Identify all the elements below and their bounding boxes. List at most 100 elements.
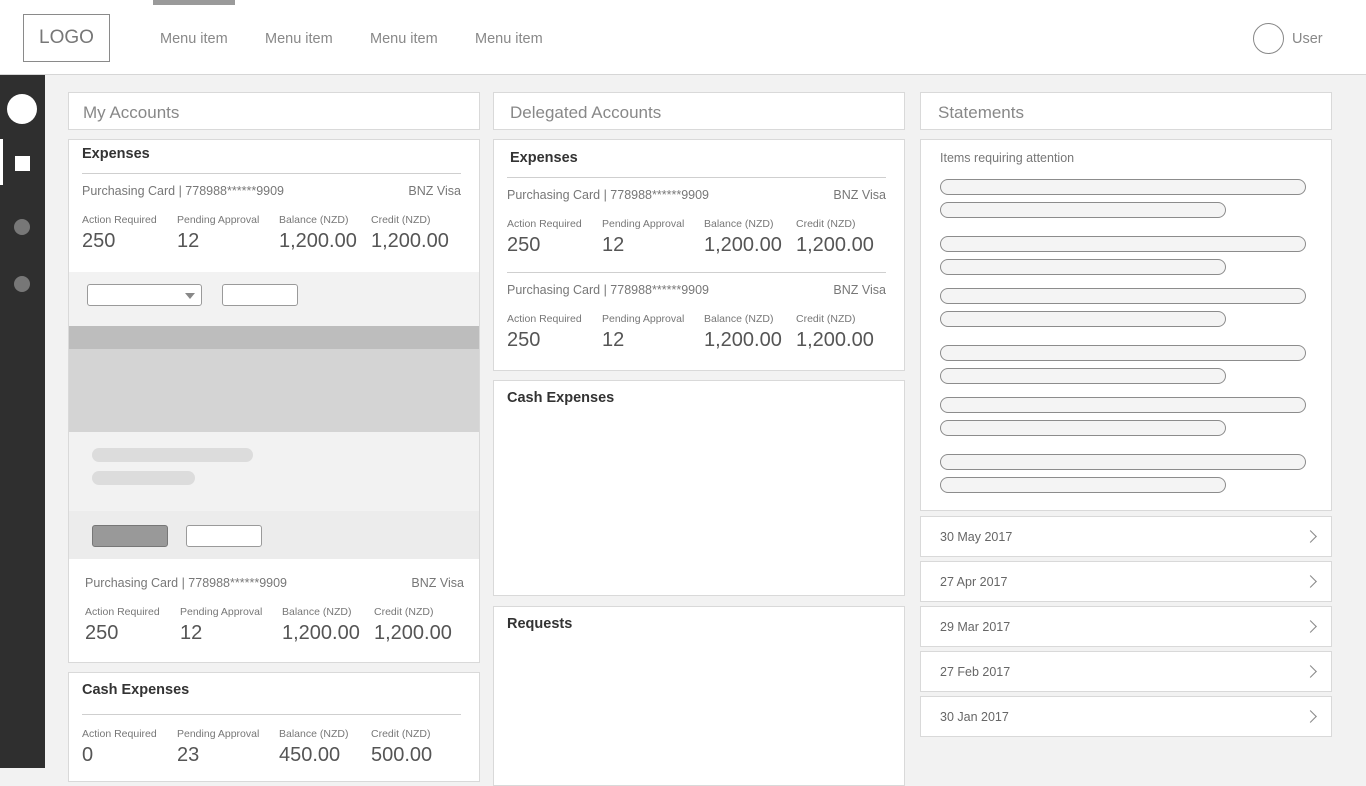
account-name: Purchasing Card | 778988******9909 <box>85 576 288 590</box>
stat-label: Balance (NZD) <box>704 313 774 325</box>
logo[interactable]: LOGO <box>23 14 110 62</box>
stat-label: Action Required <box>507 218 582 230</box>
chevron-right-icon <box>1304 575 1317 588</box>
statement-date: 29 Mar 2017 <box>940 620 1011 634</box>
my-accounts-title: My Accounts <box>83 103 180 122</box>
credit-value: 1,200.00 <box>796 234 874 256</box>
attention-item-line[interactable] <box>940 311 1226 327</box>
user-avatar-icon[interactable] <box>1253 23 1284 54</box>
chevron-down-icon <box>185 293 195 299</box>
divider <box>82 714 461 715</box>
balance-value: 450.00 <box>279 744 341 766</box>
statement-date: 30 Jan 2017 <box>940 710 1009 724</box>
my-accounts-header: My Accounts <box>68 92 480 130</box>
statement-row[interactable]: 30 May 2017 <box>920 516 1332 557</box>
statement-row[interactable]: 27 Apr 2017 <box>920 561 1332 602</box>
stat-label: Action Required <box>507 313 582 325</box>
stat-label: Credit (NZD) <box>796 313 856 325</box>
stat-label: Balance (NZD) <box>704 218 774 230</box>
balance-value: 1,200.00 <box>704 234 782 256</box>
rail-dot-icon[interactable] <box>14 219 30 235</box>
attention-item-line[interactable] <box>940 454 1306 470</box>
delegated-accounts-title: Delegated Accounts <box>510 103 662 122</box>
attention-label: Items requiring attention <box>940 151 1075 165</box>
menu-item-4[interactable]: Menu item <box>475 31 543 47</box>
credit-value: 1,200.00 <box>374 622 452 644</box>
expenses-title: Expenses <box>510 150 578 166</box>
divider <box>507 272 886 273</box>
user-menu[interactable]: User <box>1292 31 1323 47</box>
divider <box>507 177 886 178</box>
account-brand: BNZ Visa <box>833 188 886 202</box>
statement-date: 27 Apr 2017 <box>940 575 1008 589</box>
credit-value: 1,200.00 <box>371 230 449 252</box>
stat-label: Action Required <box>82 214 157 226</box>
stat-label: Credit (NZD) <box>796 218 856 230</box>
chevron-right-icon <box>1304 710 1317 723</box>
action-required-value: 250 <box>82 230 116 252</box>
attention-item-line[interactable] <box>940 236 1306 252</box>
my-cash-expenses-card: Cash Expenses Action Required Pending Ap… <box>68 672 480 782</box>
attention-item-line[interactable] <box>940 477 1226 493</box>
attention-item-line[interactable] <box>940 288 1306 304</box>
stat-label: Pending Approval <box>180 606 263 618</box>
profile-circle-icon[interactable] <box>7 94 37 124</box>
expenses-title: Expenses <box>82 146 150 162</box>
balance-value: 1,200.00 <box>279 230 357 252</box>
rail-dot-icon[interactable] <box>14 276 30 292</box>
filter-select[interactable] <box>87 284 202 306</box>
stat-label: Pending Approval <box>177 728 260 740</box>
requests-title: Requests <box>507 616 573 632</box>
attention-item-line[interactable] <box>940 202 1226 218</box>
dashboard-square-icon[interactable] <box>15 156 30 171</box>
secondary-button[interactable] <box>186 525 262 547</box>
statement-date: 30 May 2017 <box>940 530 1013 544</box>
stat-label: Action Required <box>82 728 157 740</box>
chevron-right-icon <box>1304 530 1317 543</box>
attention-item-line[interactable] <box>940 259 1226 275</box>
delegated-expenses-card: Expenses Purchasing Card | 778988******9… <box>493 139 905 371</box>
account-brand: BNZ Visa <box>408 184 461 198</box>
attention-card: Items requiring attention <box>920 139 1332 511</box>
attention-item-line[interactable] <box>940 179 1306 195</box>
stat-label: Balance (NZD) <box>279 728 349 740</box>
statements-header: Statements <box>920 92 1332 130</box>
skeleton-line <box>92 471 195 485</box>
cash-expenses-title: Cash Expenses <box>507 390 615 406</box>
menu-item-3[interactable]: Menu item <box>370 31 438 47</box>
statement-row[interactable]: 29 Mar 2017 <box>920 606 1332 647</box>
action-required-value: 250 <box>507 329 541 351</box>
image-header-band <box>69 326 479 349</box>
balance-value: 1,200.00 <box>704 329 782 351</box>
image-placeholder <box>69 349 479 432</box>
stat-label: Balance (NZD) <box>282 606 352 618</box>
chevron-right-icon <box>1304 620 1317 633</box>
cash-expenses-title: Cash Expenses <box>82 682 190 698</box>
divider <box>82 173 461 174</box>
pending-approval-value: 12 <box>180 622 203 644</box>
attention-item-line[interactable] <box>940 420 1226 436</box>
statement-date: 27 Feb 2017 <box>940 665 1011 679</box>
primary-button[interactable] <box>92 525 168 547</box>
requests-card: Requests <box>493 606 905 786</box>
delegated-accounts-header: Delegated Accounts <box>493 92 905 130</box>
menu-item-1[interactable]: Menu item <box>160 31 228 47</box>
menu-item-2[interactable]: Menu item <box>265 31 333 47</box>
account-brand: BNZ Visa <box>411 576 464 590</box>
attention-item-line[interactable] <box>940 368 1226 384</box>
stat-label: Credit (NZD) <box>374 606 434 618</box>
filter-button[interactable] <box>222 284 298 306</box>
statements-title: Statements <box>938 103 1024 122</box>
stat-label: Pending Approval <box>602 313 685 325</box>
stat-label: Credit (NZD) <box>371 214 431 226</box>
delegated-cash-expenses-card: Cash Expenses <box>493 380 905 596</box>
action-required-value: 0 <box>82 744 94 766</box>
attention-item-line[interactable] <box>940 397 1306 413</box>
my-expenses-card: Expenses Purchasing Card | 778988******9… <box>68 139 480 663</box>
statement-row[interactable]: 30 Jan 2017 <box>920 696 1332 737</box>
pending-approval-value: 23 <box>177 744 200 766</box>
attention-item-line[interactable] <box>940 345 1306 361</box>
content-placeholder <box>69 432 479 511</box>
chevron-right-icon <box>1304 665 1317 678</box>
statement-row[interactable]: 27 Feb 2017 <box>920 651 1332 692</box>
